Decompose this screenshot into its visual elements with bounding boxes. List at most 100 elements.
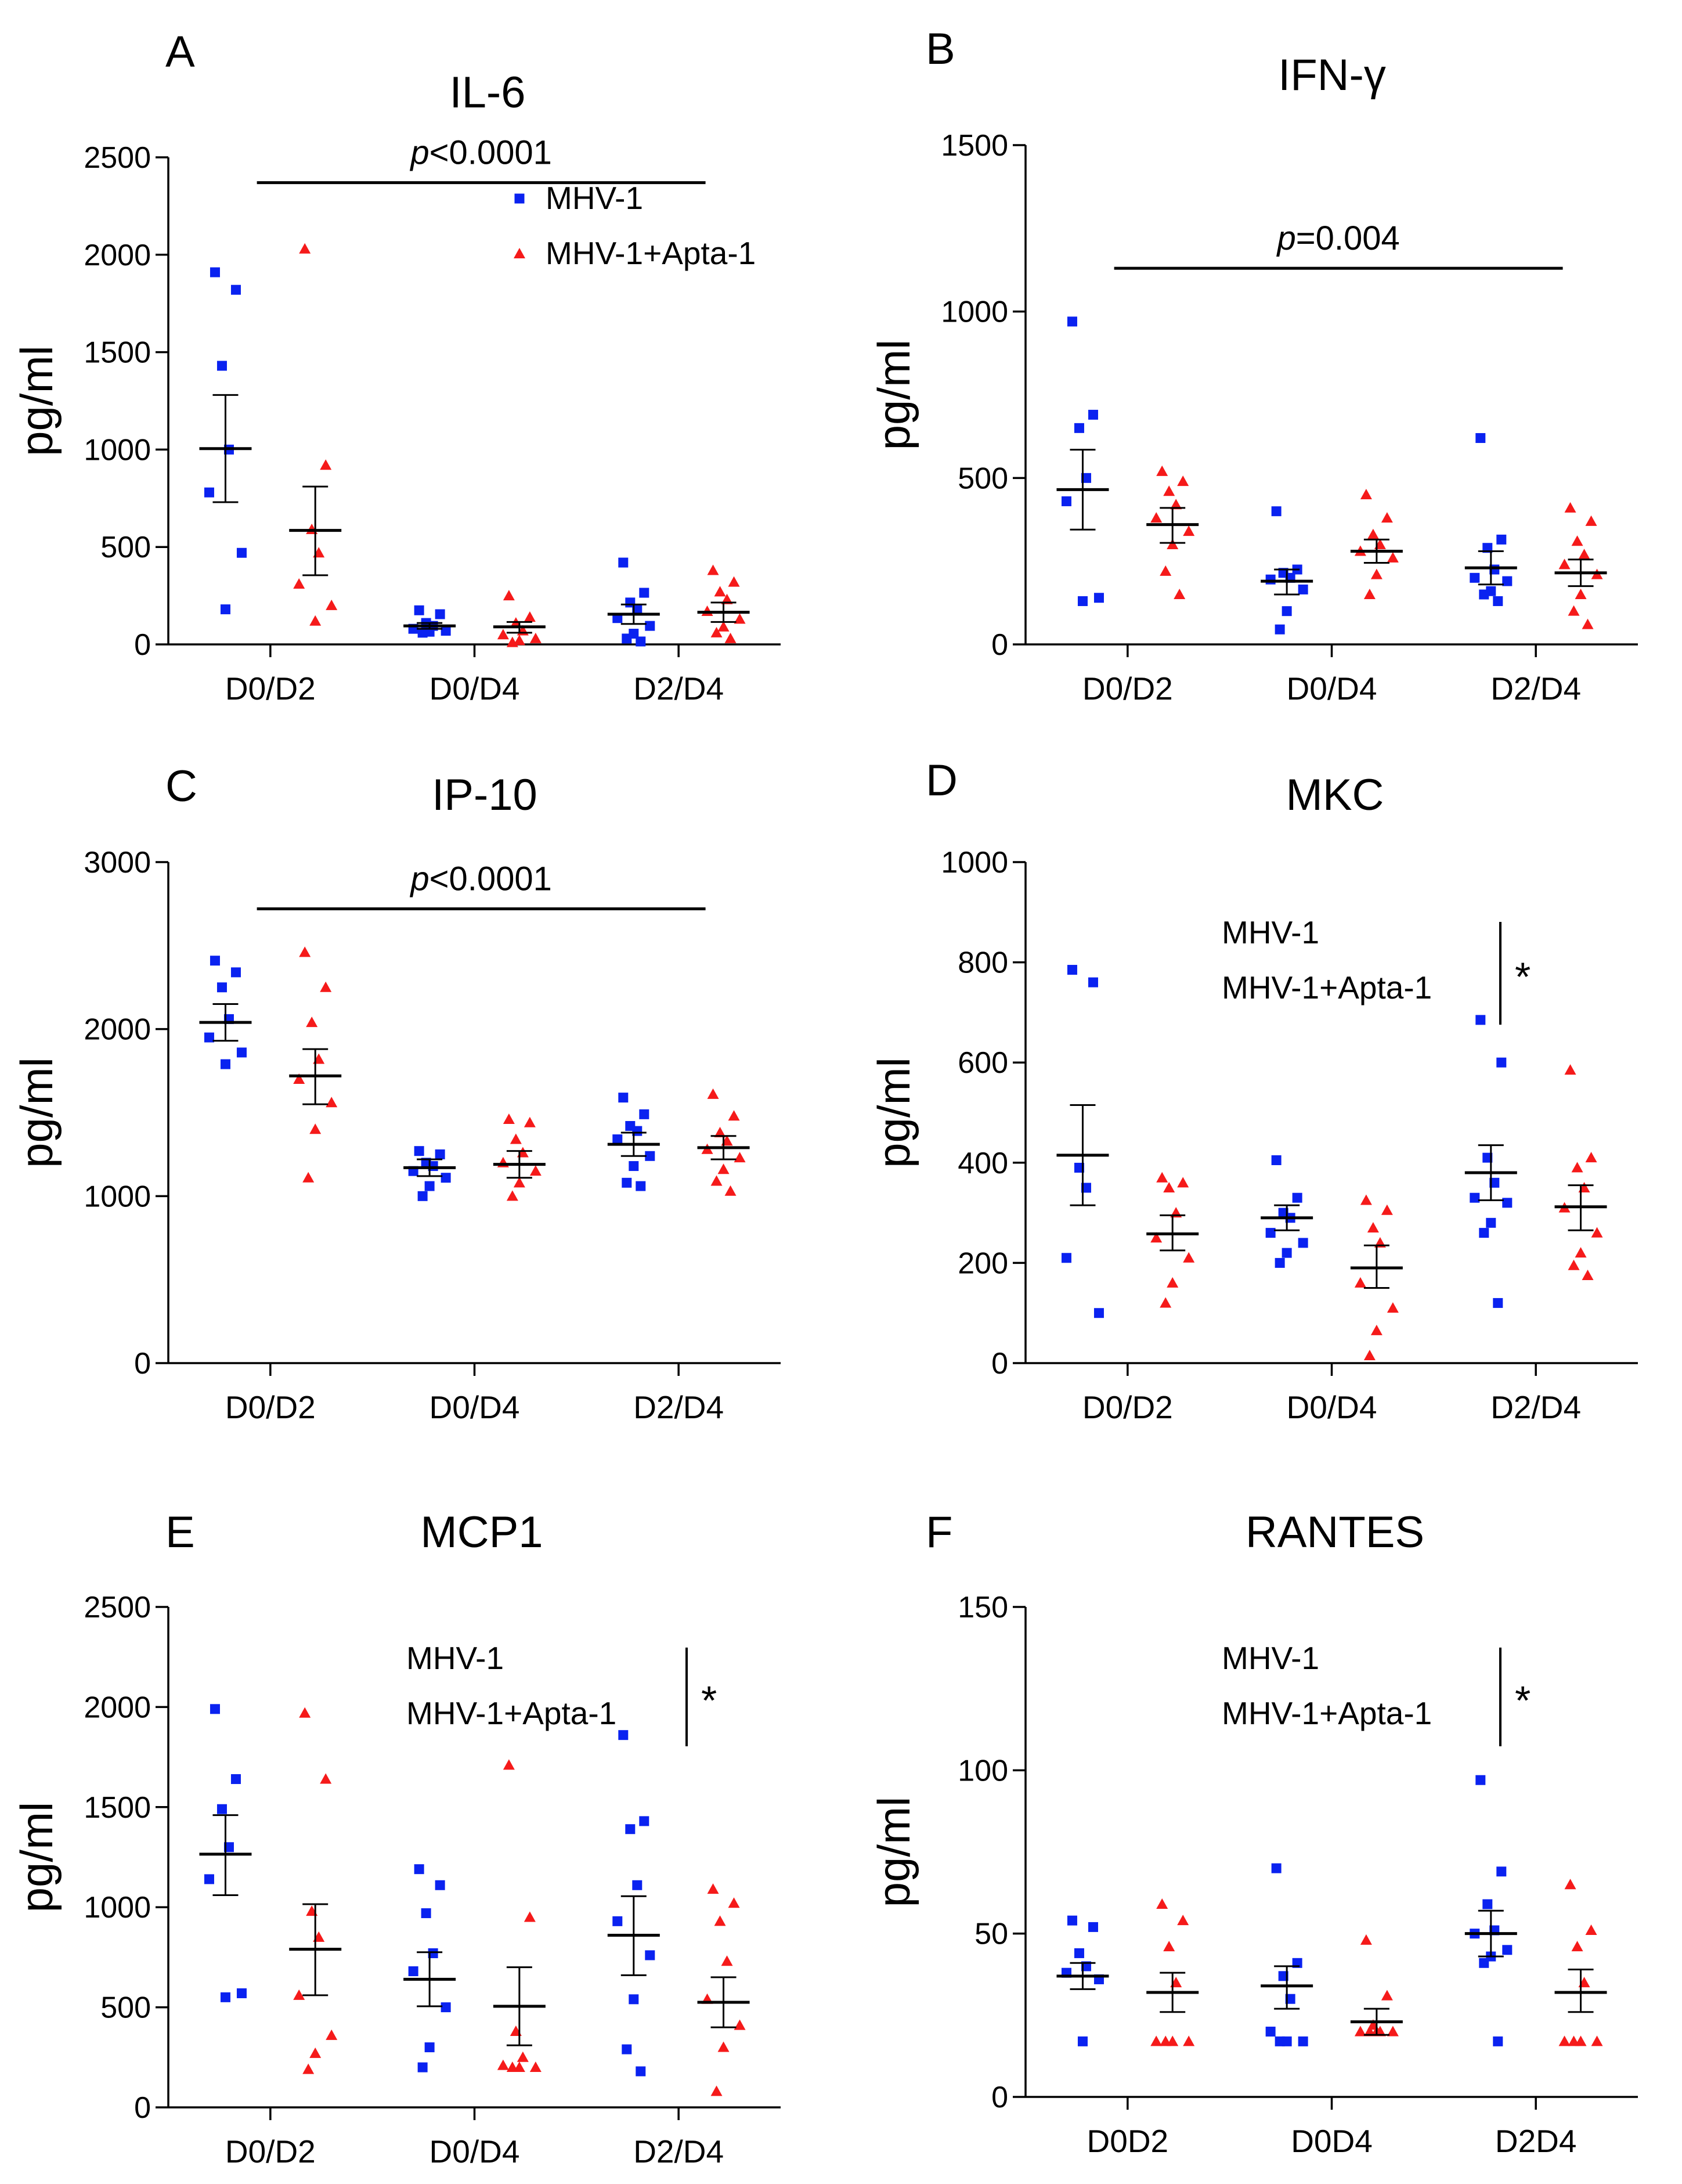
data-point bbox=[210, 1704, 220, 1714]
x-tick-label: D0/D4 bbox=[429, 671, 520, 707]
data-point bbox=[1489, 1177, 1500, 1188]
data-point bbox=[710, 1175, 723, 1186]
data-point bbox=[1354, 1277, 1366, 1288]
series-mhv1 bbox=[1056, 316, 1517, 635]
data-point bbox=[506, 2062, 518, 2073]
panel-b: B IFN-γ 0 500 1000 1500 pg/ml D0/D2 D0/D4 D2/D4 p=… bbox=[868, 24, 1638, 707]
data-point bbox=[1571, 1941, 1583, 1952]
data-point bbox=[1360, 1194, 1372, 1205]
data-point bbox=[717, 1163, 730, 1174]
data-point bbox=[645, 621, 655, 631]
y-tick-label: 0 bbox=[134, 1347, 151, 1381]
data-point bbox=[612, 1134, 623, 1145]
data-point bbox=[710, 2085, 723, 2096]
data-point bbox=[517, 2051, 529, 2062]
panel-title: IL-6 bbox=[450, 68, 526, 117]
data-point bbox=[1275, 624, 1285, 635]
data-point bbox=[424, 2042, 435, 2053]
data-point bbox=[1093, 593, 1104, 603]
data-point bbox=[1571, 535, 1583, 546]
data-point bbox=[1387, 552, 1399, 563]
data-point bbox=[1575, 1247, 1587, 1258]
data-point bbox=[1088, 1922, 1098, 1932]
data-point bbox=[1363, 2026, 1376, 2037]
legend-label: MHV-1+Apta-1 bbox=[546, 235, 756, 271]
y-tick-label: 100 bbox=[958, 1754, 1008, 1787]
data-point bbox=[1496, 1866, 1507, 1877]
data-point bbox=[1475, 1015, 1486, 1025]
series-mhv1 bbox=[199, 956, 660, 1201]
data-point bbox=[1482, 1152, 1493, 1163]
y-tick-label: 2500 bbox=[84, 1591, 151, 1624]
series-mhv1-apta1 bbox=[1146, 465, 1607, 629]
data-point bbox=[309, 615, 322, 626]
data-point bbox=[1558, 558, 1571, 570]
data-point bbox=[1163, 485, 1175, 496]
p-value-text: =0.004 bbox=[1296, 219, 1400, 257]
panel-letter: E bbox=[165, 1508, 195, 1557]
data-point bbox=[1568, 2035, 1580, 2046]
data-point bbox=[210, 956, 220, 966]
p-value-p: p bbox=[409, 860, 429, 898]
x-tick-label: D0/D2 bbox=[225, 2133, 316, 2169]
y-tick-label: 200 bbox=[958, 1246, 1008, 1280]
data-point bbox=[506, 1190, 518, 1201]
legend: MHV-1 MHV-1+Apta-1 bbox=[1222, 1640, 1432, 1731]
panel-title: RANTES bbox=[1246, 1508, 1424, 1557]
data-point bbox=[1061, 496, 1071, 506]
data-point bbox=[524, 611, 536, 622]
significance-star: * bbox=[701, 1678, 717, 1723]
legend: MHV-1 MHV-1+Apta-1 bbox=[406, 1640, 616, 1731]
data-point bbox=[721, 593, 733, 604]
panel-a: A IL-6 0 500 1000 1500 2000 2500 pg/ml D0/D2 D0/D4… bbox=[11, 27, 781, 707]
data-point bbox=[299, 946, 311, 957]
data-point bbox=[636, 636, 646, 647]
data-point bbox=[625, 1824, 636, 1835]
data-point bbox=[1177, 1177, 1189, 1188]
y-tick-label: 2000 bbox=[84, 1013, 151, 1047]
data-point bbox=[1074, 423, 1084, 433]
panel-d: D MKC 0 200 400 600 800 1000 pg/ml D0/D2 D0/D4 D2/D… bbox=[868, 756, 1638, 1425]
data-point bbox=[503, 590, 515, 601]
data-point bbox=[618, 557, 629, 568]
y-tick-label: 800 bbox=[958, 946, 1008, 980]
data-point bbox=[1177, 1915, 1189, 1926]
data-point bbox=[428, 1948, 438, 1959]
data-point bbox=[293, 1073, 305, 1084]
panel-title: IFN-γ bbox=[1278, 51, 1386, 100]
data-point bbox=[1285, 1994, 1295, 2004]
data-point bbox=[230, 284, 241, 295]
data-point bbox=[622, 1177, 632, 1188]
data-point bbox=[701, 605, 713, 616]
y-tick-label: 3000 bbox=[84, 846, 151, 880]
data-point bbox=[1081, 473, 1091, 483]
data-point bbox=[1183, 525, 1195, 536]
p-value-text: <0.0001 bbox=[429, 860, 552, 898]
data-point bbox=[302, 1172, 315, 1183]
data-point bbox=[503, 1113, 515, 1125]
series-mhv1 bbox=[1056, 1775, 1517, 2046]
data-point bbox=[204, 487, 214, 498]
y-axis-label: pg/ml bbox=[868, 1057, 919, 1168]
legend: MHV-1 MHV-1+Apta-1 bbox=[1222, 914, 1432, 1005]
x-tick-label: D0/D4 bbox=[1287, 671, 1377, 707]
data-point bbox=[414, 1864, 424, 1875]
data-point bbox=[1088, 977, 1098, 988]
data-point bbox=[414, 1146, 424, 1156]
data-point bbox=[1363, 589, 1376, 599]
data-point bbox=[506, 636, 518, 647]
data-point bbox=[1479, 589, 1489, 600]
data-point bbox=[236, 1047, 247, 1058]
data-point bbox=[1292, 1192, 1302, 1203]
data-point bbox=[724, 632, 737, 643]
data-point bbox=[1074, 1948, 1084, 1958]
data-point bbox=[639, 588, 649, 598]
data-point bbox=[326, 2029, 338, 2040]
x-tick-label: D2/D4 bbox=[1490, 1389, 1581, 1425]
data-point bbox=[435, 1149, 445, 1159]
data-point bbox=[1387, 1302, 1399, 1313]
data-point bbox=[714, 1127, 726, 1138]
data-point bbox=[1160, 565, 1172, 576]
y-axis-label: pg/ml bbox=[868, 340, 919, 451]
